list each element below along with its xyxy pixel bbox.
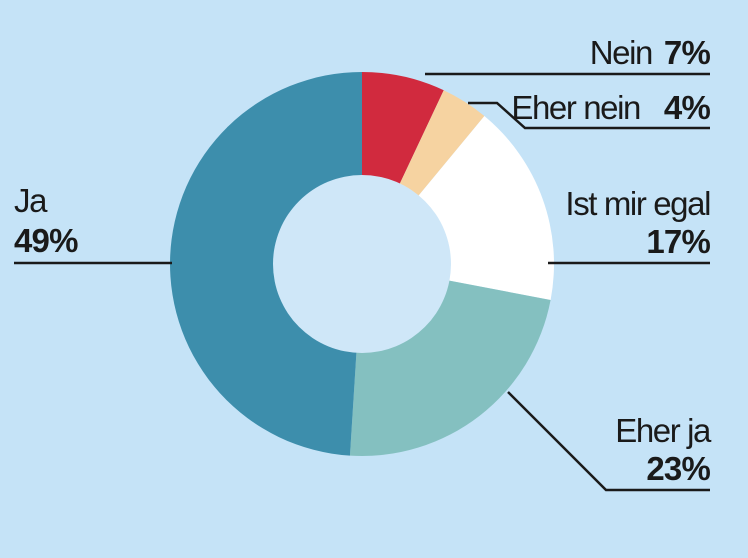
value-nein: 7% <box>664 34 711 71</box>
value-ja: 49% <box>14 222 78 259</box>
donut-center <box>273 175 451 353</box>
label-ist-mir-egal: Ist mir egal <box>565 185 710 222</box>
value-eher-ja: 23% <box>646 450 710 487</box>
value-ist-mir-egal: 17% <box>646 223 710 260</box>
value-eher-nein: 4% <box>664 89 711 126</box>
label-ja: Ja <box>14 182 48 219</box>
leader-eher-ja <box>507 391 710 492</box>
leader-eher-nein <box>468 101 710 130</box>
label-eher-ja: Eher ja <box>615 412 712 449</box>
label-eher-nein: Eher nein <box>511 89 640 126</box>
leader-lines <box>14 72 710 492</box>
slice-ja <box>170 72 362 456</box>
label-nein: Nein <box>590 34 652 71</box>
